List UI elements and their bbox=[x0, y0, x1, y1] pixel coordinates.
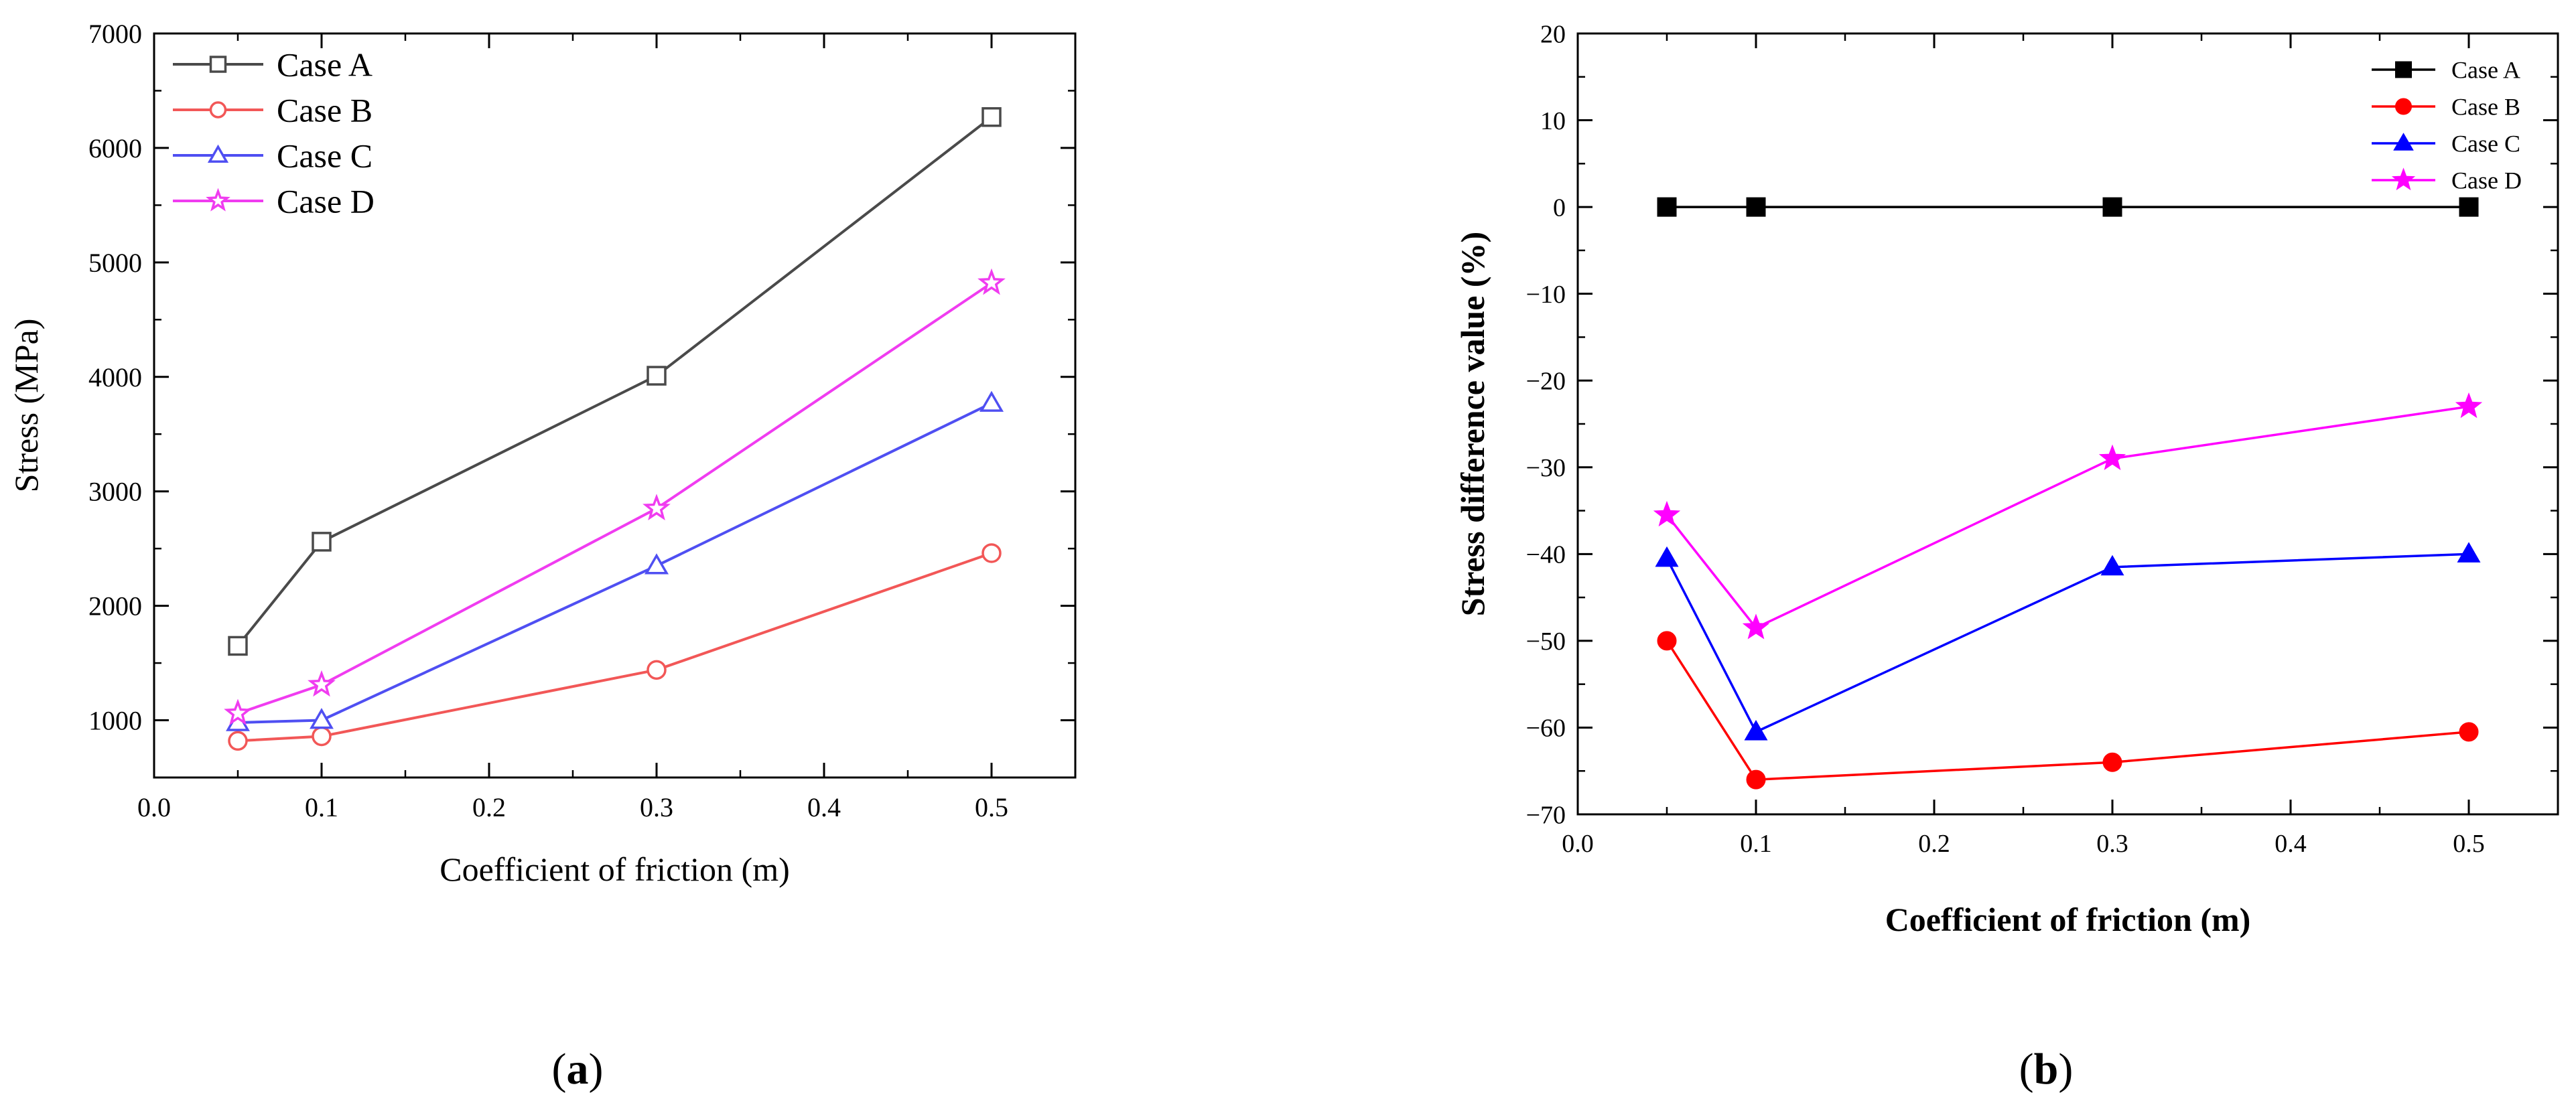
x-tick-label: 0.3 bbox=[640, 792, 673, 822]
data-point bbox=[312, 532, 332, 552]
data-point bbox=[981, 107, 1002, 127]
legend-label: Case A bbox=[277, 46, 372, 84]
y-axis-label: Stress difference value (%) bbox=[1454, 232, 1491, 616]
y-tick-label: −60 bbox=[1526, 715, 1566, 743]
series-line-4 bbox=[1666, 405, 2469, 629]
y-tick-label: 20 bbox=[1540, 20, 1566, 48]
data-point bbox=[647, 366, 667, 386]
data-point bbox=[1657, 197, 1677, 217]
data-point bbox=[1655, 546, 1679, 567]
x-tick-label: 0.1 bbox=[305, 792, 338, 822]
y-tick-label: 2000 bbox=[88, 591, 142, 621]
x-tick-label: 0.2 bbox=[1918, 830, 1950, 858]
y-tick-label: 0 bbox=[1553, 194, 1566, 222]
legend-marker bbox=[2391, 167, 2416, 191]
panel-a-chart: 0.0 0.1 0.2 0.3 0.4 0.5 1000 2000 3000 4000 5000 60… bbox=[7, 19, 1077, 888]
legend-marker bbox=[207, 144, 229, 163]
x-axis-label: Coefficient of friction (m) bbox=[1885, 901, 2251, 938]
data-point bbox=[977, 268, 1006, 295]
data-point bbox=[981, 543, 1002, 563]
plot-frame bbox=[1576, 32, 2559, 816]
data-point bbox=[310, 708, 334, 729]
data-point bbox=[228, 636, 248, 656]
data-point bbox=[647, 660, 667, 680]
x-tick-label: 0.0 bbox=[137, 792, 171, 822]
y-tick-label: 6000 bbox=[88, 133, 142, 163]
data-point bbox=[1742, 613, 1770, 640]
legend-marker bbox=[2393, 133, 2414, 151]
series-line-2 bbox=[237, 552, 992, 743]
data-point bbox=[2102, 752, 2122, 772]
data-point bbox=[644, 553, 669, 575]
plot-frame bbox=[153, 32, 1077, 779]
x-tick-label: 0.4 bbox=[807, 792, 841, 822]
data-point bbox=[1746, 769, 1766, 790]
y-tick-label: −30 bbox=[1526, 454, 1566, 482]
x-tick-label: 0.0 bbox=[1562, 830, 1594, 858]
data-point bbox=[979, 390, 1004, 412]
caption-a-letter: a bbox=[567, 1045, 589, 1094]
legend-label: Case C bbox=[2451, 131, 2520, 157]
data-point bbox=[2102, 197, 2122, 217]
series-line-3 bbox=[237, 402, 992, 724]
y-tick-label: −70 bbox=[1526, 801, 1566, 829]
y-axis-label: Stress (MPa) bbox=[7, 319, 45, 493]
data-point bbox=[1653, 500, 1681, 527]
data-point bbox=[1744, 719, 1768, 741]
x-tick-label: 0.2 bbox=[472, 792, 506, 822]
data-point bbox=[2457, 542, 2481, 563]
x-tick-label: 0.3 bbox=[2096, 830, 2128, 858]
legend-label: Case D bbox=[2451, 167, 2522, 194]
legend-label: Case B bbox=[2451, 94, 2520, 121]
data-point bbox=[2459, 722, 2479, 742]
series-line-3 bbox=[1666, 552, 2469, 734]
data-point bbox=[2455, 392, 2483, 419]
data-point bbox=[228, 731, 248, 751]
data-point bbox=[642, 494, 671, 521]
legend-marker bbox=[2395, 61, 2412, 78]
data-point bbox=[312, 726, 332, 747]
caption-a: (a) bbox=[552, 1045, 604, 1094]
x-tick-label: 0.5 bbox=[975, 792, 1008, 822]
data-point bbox=[2100, 554, 2124, 576]
legend-label: Case A bbox=[2451, 57, 2520, 84]
y-tick-label: 10 bbox=[1540, 107, 1566, 135]
caption-b: (b) bbox=[2019, 1045, 2074, 1094]
data-point bbox=[308, 670, 336, 697]
panel-b-chart: 0.0 0.1 0.2 0.3 0.4 0.5 20 10 0 −10 −20 −30 −40 −50 −6… bbox=[1454, 20, 2559, 938]
legend-label: Case C bbox=[277, 137, 372, 175]
y-tick-label: 7000 bbox=[88, 19, 142, 49]
data-point bbox=[2098, 444, 2126, 470]
legend-marker bbox=[209, 56, 227, 73]
y-tick-label: −40 bbox=[1526, 541, 1566, 569]
y-tick-label: 3000 bbox=[88, 477, 142, 507]
y-tick-label: −50 bbox=[1526, 627, 1566, 656]
x-tick-label: 0.4 bbox=[2275, 830, 2307, 858]
y-tick-label: 4000 bbox=[88, 362, 142, 392]
caption-b-letter: b bbox=[2034, 1045, 2059, 1094]
legend-marker bbox=[209, 101, 227, 119]
x-axis-label: Coefficient of friction (m) bbox=[439, 850, 790, 888]
y-tick-label: −10 bbox=[1526, 281, 1566, 309]
y-tick-label: −20 bbox=[1526, 368, 1566, 396]
data-point bbox=[1746, 197, 1766, 217]
data-point bbox=[1657, 631, 1677, 651]
data-point bbox=[2459, 197, 2479, 217]
x-tick-label: 0.5 bbox=[2453, 830, 2485, 858]
series-line-2 bbox=[1666, 640, 2469, 781]
legend-marker bbox=[206, 188, 230, 212]
legend-marker bbox=[2395, 98, 2412, 115]
legend-label: Case B bbox=[277, 92, 372, 129]
legend-label: Case D bbox=[277, 183, 375, 220]
x-tick-label: 0.1 bbox=[1740, 830, 1772, 858]
y-tick-label: 1000 bbox=[88, 706, 142, 736]
data-point bbox=[224, 698, 252, 726]
y-tick-label: 5000 bbox=[88, 248, 142, 278]
series-line-1 bbox=[236, 116, 993, 647]
series-line-4 bbox=[237, 281, 993, 715]
